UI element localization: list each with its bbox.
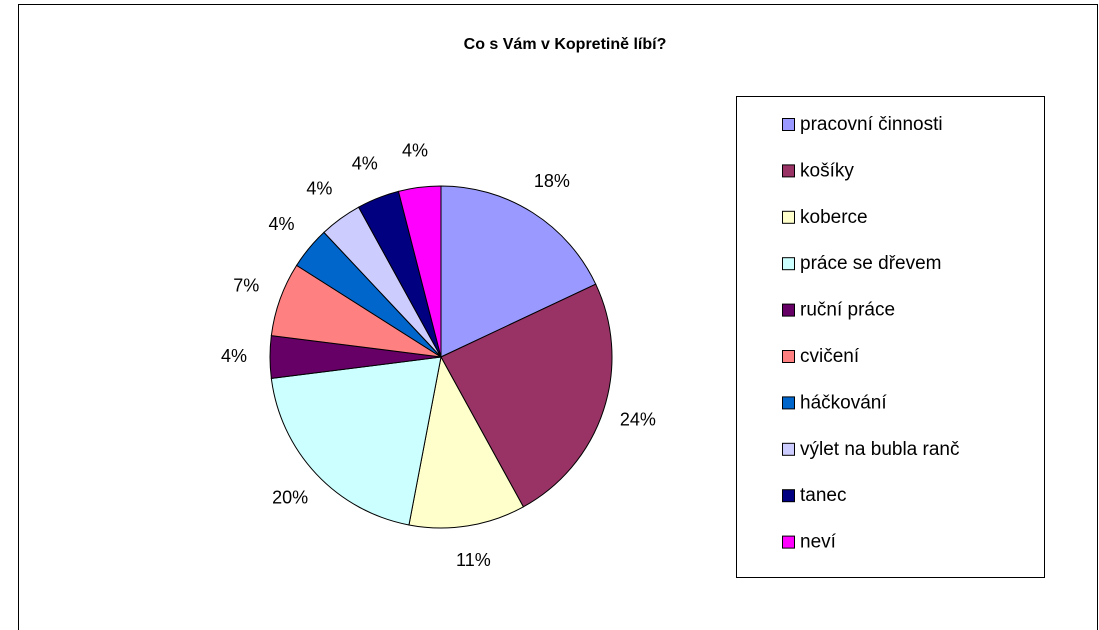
pie-slice bbox=[397, 185, 442, 358]
legend-swatch bbox=[782, 535, 795, 549]
data-label: 4% bbox=[352, 153, 378, 173]
legend-swatch bbox=[782, 489, 795, 503]
legend-label: háčkování bbox=[800, 392, 887, 413]
legend-swatch bbox=[782, 118, 795, 131]
pie-slice bbox=[408, 355, 525, 529]
data-label: 4% bbox=[306, 178, 332, 198]
legend-swatch bbox=[782, 257, 795, 271]
legend-label: ruční práce bbox=[800, 300, 895, 321]
data-label: 20% bbox=[272, 487, 308, 507]
legend-label: koberce bbox=[800, 207, 868, 228]
legend-swatch bbox=[782, 210, 795, 224]
legend-label: tanec bbox=[800, 485, 846, 506]
legend-label: práce se dřevem bbox=[800, 253, 942, 274]
chart-title: Co s Vám v Kopretině líbí? bbox=[464, 36, 667, 53]
legend-label: pracovní činnosti bbox=[800, 114, 943, 135]
legend-label: výlet na bubla ranč bbox=[800, 439, 960, 460]
legend-swatch bbox=[782, 396, 795, 410]
legend-label: košíky bbox=[800, 160, 854, 181]
pie-slice bbox=[440, 283, 613, 508]
pie-slice bbox=[440, 185, 597, 358]
data-label: 11% bbox=[456, 550, 491, 570]
legend-swatch bbox=[782, 350, 795, 363]
legend-swatch bbox=[782, 303, 795, 317]
legend-label: cvičení bbox=[800, 346, 860, 367]
data-label: 4% bbox=[402, 140, 428, 160]
pie-slice bbox=[270, 356, 442, 526]
data-label: 7% bbox=[233, 276, 259, 296]
data-label: 4% bbox=[268, 214, 294, 234]
legend-label: neví bbox=[800, 532, 837, 553]
legend-swatch bbox=[782, 442, 795, 456]
data-label: 18% bbox=[534, 171, 570, 191]
legend-swatch bbox=[782, 164, 795, 178]
data-label: 4% bbox=[221, 346, 247, 366]
data-label: 24% bbox=[620, 410, 656, 430]
